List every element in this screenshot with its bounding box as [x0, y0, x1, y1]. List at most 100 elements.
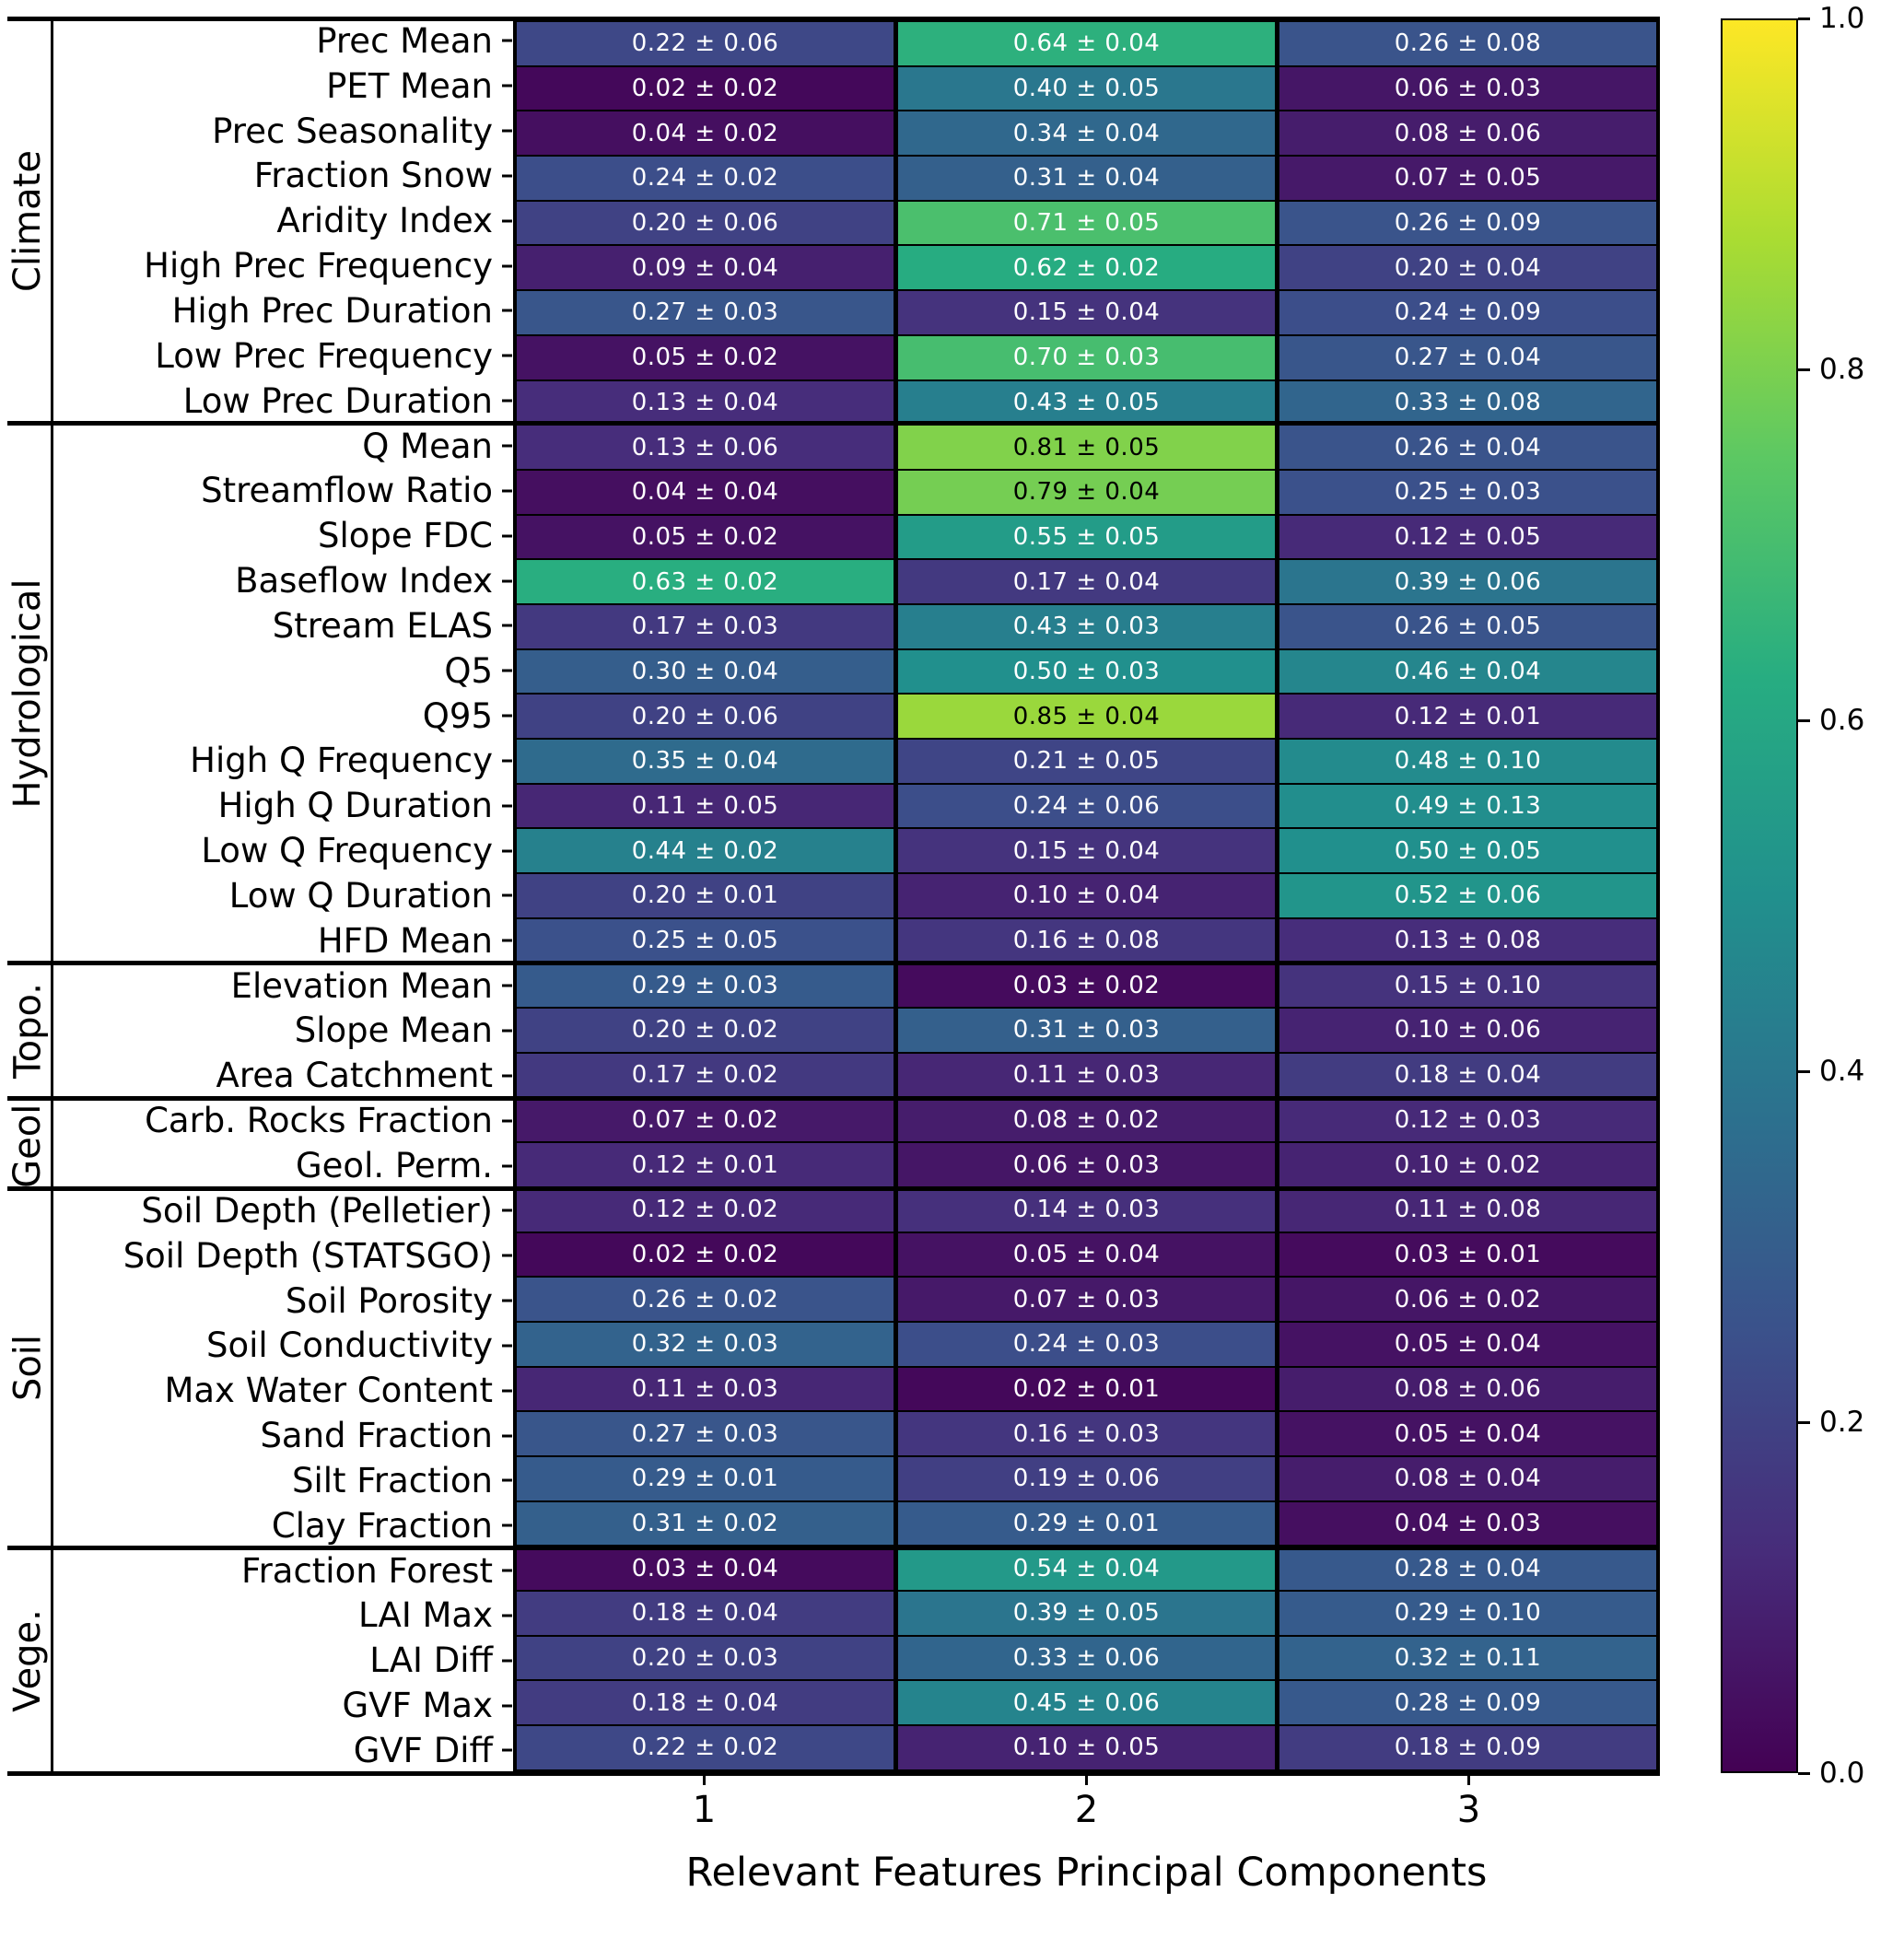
colorbar-tick-label: 1.0 — [1819, 2, 1865, 35]
x-axis-label: Relevant Features Principal Components — [685, 1850, 1488, 1896]
heatmap-cell: 0.06 ± 0.03 — [1275, 66, 1656, 111]
heatmap-row: 0.18 ± 0.04 0.45 ± 0.06 0.28 ± 0.09 — [517, 1679, 1656, 1725]
y-tick-mark — [502, 1254, 512, 1257]
heatmap-cell: 0.39 ± 0.05 — [894, 1592, 1275, 1635]
heatmap-cell: 0.10 ± 0.02 — [1275, 1143, 1656, 1186]
heatmap-cell: 0.22 ± 0.02 — [517, 1726, 894, 1769]
heatmap-cell: 0.18 ± 0.09 — [1275, 1726, 1656, 1769]
row-label: Q Mean — [0, 424, 512, 469]
heatmap-cell: 0.03 ± 0.02 — [894, 963, 1275, 1008]
heatmap-cell: 0.27 ± 0.03 — [517, 1412, 894, 1455]
heatmap-row: 0.44 ± 0.02 0.15 ± 0.04 0.50 ± 0.05 — [517, 827, 1656, 873]
row-label: GVF Max — [0, 1683, 512, 1728]
heatmap-cell: 0.04 ± 0.04 — [517, 470, 894, 514]
heatmap-row: 0.12 ± 0.01 0.06 ± 0.03 0.10 ± 0.02 — [517, 1141, 1656, 1186]
y-tick-mark — [502, 984, 512, 987]
heatmap-cell: 0.08 ± 0.04 — [1275, 1457, 1656, 1500]
row-label: Q5 — [0, 648, 512, 694]
y-tick-mark — [502, 939, 512, 942]
heatmap-cell: 0.48 ± 0.10 — [1275, 740, 1656, 783]
y-tick-mark — [502, 309, 512, 312]
y-tick-mark — [502, 1164, 512, 1168]
row-label: Baseflow Index — [0, 558, 512, 603]
row-label: HFD Mean — [0, 918, 512, 963]
y-tick-mark — [502, 399, 512, 403]
heatmap-cell: 0.16 ± 0.08 — [894, 918, 1275, 963]
heatmap-row: 0.09 ± 0.04 0.62 ± 0.02 0.20 ± 0.04 — [517, 244, 1656, 290]
heatmap-cell: 0.09 ± 0.04 — [517, 246, 894, 290]
heatmap-cell: 0.34 ± 0.04 — [894, 111, 1275, 156]
heatmap-cell: 0.07 ± 0.02 — [517, 1098, 894, 1142]
group-separator-line — [7, 1185, 1660, 1191]
heatmap-cell: 0.12 ± 0.01 — [517, 1143, 894, 1186]
heatmap-row: 0.17 ± 0.02 0.11 ± 0.03 0.18 ± 0.04 — [517, 1051, 1656, 1097]
heatmap-cell: 0.26 ± 0.09 — [1275, 201, 1656, 245]
heatmap-cell: 0.02 ± 0.02 — [517, 1232, 894, 1277]
row-label: Soil Porosity — [0, 1278, 512, 1324]
row-label: LAI Diff — [0, 1638, 512, 1683]
heatmap-cell: 0.22 ± 0.06 — [517, 22, 894, 65]
row-label: High Q Duration — [0, 783, 512, 828]
y-tick-mark — [502, 1704, 512, 1708]
heatmap-row: 0.02 ± 0.02 0.05 ± 0.04 0.03 ± 0.01 — [517, 1231, 1656, 1277]
heatmap-row: 0.63 ± 0.02 0.17 ± 0.04 0.39 ± 0.06 — [517, 558, 1656, 603]
row-label: Soil Conductivity — [0, 1323, 512, 1368]
heatmap-row: 0.35 ± 0.04 0.21 ± 0.05 0.48 ± 0.10 — [517, 738, 1656, 783]
y-tick-mark — [502, 1478, 512, 1482]
row-label: Clay Fraction — [0, 1503, 512, 1548]
heatmap-cell: 0.12 ± 0.02 — [517, 1187, 894, 1232]
heatmap-cell: 0.32 ± 0.11 — [1275, 1636, 1656, 1680]
y-tick-mark — [502, 534, 512, 538]
heatmap-row: 0.29 ± 0.03 0.03 ± 0.02 0.15 ± 0.10 — [517, 962, 1656, 1008]
heatmap-cell: 0.28 ± 0.09 — [1275, 1681, 1656, 1725]
heatmap-cell: 0.31 ± 0.02 — [517, 1501, 894, 1546]
heatmap-row: 0.05 ± 0.02 0.70 ± 0.03 0.27 ± 0.04 — [517, 333, 1656, 379]
y-tick-mark — [502, 39, 512, 42]
heatmap-row: 0.27 ± 0.03 0.16 ± 0.03 0.05 ± 0.04 — [517, 1410, 1656, 1455]
heatmap-cell: 0.13 ± 0.04 — [517, 380, 894, 425]
heatmap-cell: 0.10 ± 0.04 — [894, 874, 1275, 917]
row-label: Area Catchment — [0, 1053, 512, 1098]
heatmap-cell: 0.13 ± 0.08 — [1275, 918, 1656, 963]
heatmap-cell: 0.05 ± 0.04 — [1275, 1412, 1656, 1455]
heatmap-cell: 0.85 ± 0.04 — [894, 695, 1275, 738]
heatmap-row: 0.25 ± 0.05 0.16 ± 0.08 0.13 ± 0.08 — [517, 916, 1656, 963]
heatmap-row: 0.13 ± 0.04 0.43 ± 0.05 0.33 ± 0.08 — [517, 379, 1656, 425]
row-label: Geol. Perm. — [0, 1143, 512, 1188]
heatmap-cell: 0.20 ± 0.03 — [517, 1636, 894, 1680]
heatmap-cell: 0.07 ± 0.05 — [1275, 157, 1656, 200]
y-tick-mark — [502, 759, 512, 763]
colorbar-tick-label: 0.0 — [1819, 1757, 1865, 1790]
heatmap-cell: 0.10 ± 0.06 — [1275, 1009, 1656, 1052]
heatmap-cell: 0.24 ± 0.06 — [894, 784, 1275, 828]
heatmap-cell: 0.17 ± 0.03 — [517, 604, 894, 648]
heatmap-cell: 0.45 ± 0.06 — [894, 1681, 1275, 1725]
heatmap-cell: 0.04 ± 0.03 — [1275, 1501, 1656, 1546]
x-tick-mark — [1085, 1773, 1088, 1785]
heatmap-row: 0.26 ± 0.02 0.07 ± 0.03 0.06 ± 0.02 — [517, 1276, 1656, 1321]
y-tick-mark — [502, 1434, 512, 1438]
y-tick-mark — [502, 714, 512, 718]
heatmap-grid: 0.22 ± 0.06 0.64 ± 0.04 0.26 ± 0.08 0.02 ± … — [513, 18, 1660, 1773]
y-tick-mark — [502, 1524, 512, 1527]
colorbar-gradient — [1721, 18, 1798, 1773]
heatmap-row: 0.32 ± 0.03 0.24 ± 0.03 0.05 ± 0.04 — [517, 1320, 1656, 1366]
row-label: Carb. Rocks Fraction — [0, 1098, 512, 1143]
y-tick-mark — [502, 1569, 512, 1572]
colorbar-tick-label: 0.6 — [1819, 704, 1865, 737]
colorbar-tick-label: 0.2 — [1819, 1406, 1865, 1439]
y-tick-mark — [502, 1614, 512, 1617]
y-tick-mark — [502, 219, 512, 223]
heatmap-cell: 0.64 ± 0.04 — [894, 22, 1275, 65]
heatmap-cell: 0.32 ± 0.03 — [517, 1322, 894, 1366]
heatmap-row: 0.12 ± 0.02 0.14 ± 0.03 0.11 ± 0.08 — [517, 1185, 1656, 1232]
row-label: PET Mean — [0, 64, 512, 109]
row-label: Elevation Mean — [0, 963, 512, 1009]
heatmap-row: 0.29 ± 0.01 0.19 ± 0.06 0.08 ± 0.04 — [517, 1455, 1656, 1500]
heatmap-cell: 0.20 ± 0.06 — [517, 695, 894, 738]
y-tick-mark — [502, 444, 512, 448]
y-tick-mark — [502, 1119, 512, 1123]
heatmap-cell: 0.11 ± 0.05 — [517, 784, 894, 828]
heatmap-cell: 0.15 ± 0.04 — [894, 291, 1275, 334]
x-tick-label: 1 — [692, 1789, 717, 1831]
